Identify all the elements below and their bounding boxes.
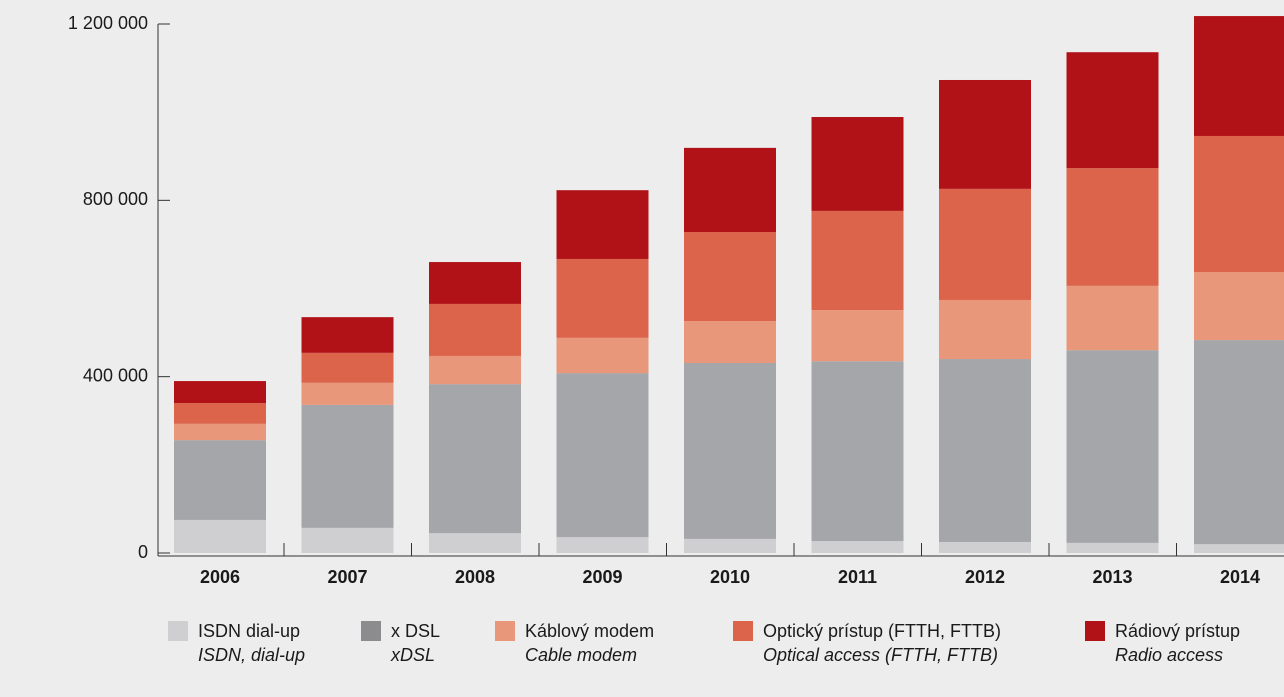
bar-segment	[174, 403, 266, 424]
legend-label: Rádiový prístup	[1115, 621, 1240, 641]
bar-segment	[174, 381, 266, 404]
legend-swatch	[733, 621, 753, 641]
legend-label-en: Optical access (FTTH, FTTB)	[763, 645, 998, 665]
bar-segment	[174, 440, 266, 520]
bar-segment	[1194, 135, 1284, 273]
bar-segment	[556, 190, 649, 259]
bar-segment	[1194, 272, 1284, 341]
bar-segment	[811, 117, 904, 211]
x-tick-label: 2014	[1220, 567, 1260, 587]
bar-segment	[174, 519, 266, 553]
bar-segment	[811, 310, 904, 362]
bar-segment	[939, 359, 1031, 542]
bar-segment	[1194, 16, 1284, 136]
bar-segment	[684, 321, 776, 364]
legend-label-en: ISDN, dial-up	[198, 645, 305, 665]
bar-segment	[811, 210, 904, 311]
bar-segment	[811, 361, 904, 542]
bar-segment	[811, 541, 904, 553]
legend-swatch	[168, 621, 188, 641]
legend-label-en: Radio access	[1115, 645, 1223, 665]
bar-segment	[684, 147, 776, 233]
x-tick-label: 2012	[965, 567, 1005, 587]
x-tick-label: 2011	[838, 567, 877, 587]
legend-label: x DSL	[391, 621, 440, 641]
bar-segment	[1194, 544, 1284, 553]
y-tick-label: 800 000	[83, 189, 148, 209]
bar-segment	[1066, 168, 1159, 286]
legend-swatch	[495, 621, 515, 641]
bar-segment	[939, 299, 1031, 360]
bar-segment	[429, 262, 521, 304]
bar-segment	[556, 373, 649, 538]
legend-label-en: xDSL	[390, 645, 435, 665]
bar-segment	[684, 363, 776, 539]
x-tick-label: 2013	[1092, 567, 1132, 587]
bar-segment	[301, 382, 394, 405]
bar-segment	[939, 541, 1031, 553]
bar-segment	[1194, 340, 1284, 545]
x-tick-label: 2008	[455, 567, 495, 587]
bar-segment	[1066, 542, 1159, 553]
x-tick-label: 2007	[327, 567, 367, 587]
bar-segment	[301, 352, 394, 383]
legend-label: ISDN dial-up	[198, 621, 300, 641]
bar-segment	[684, 232, 776, 322]
y-tick-label: 400 000	[83, 365, 148, 385]
bar-segment	[429, 355, 521, 385]
x-tick-label: 2010	[710, 567, 750, 587]
y-tick-label: 1 200 000	[68, 13, 148, 33]
bar-segment	[939, 188, 1031, 300]
bar-segment	[1066, 52, 1159, 169]
bar-segment	[301, 317, 394, 353]
legend-swatch	[361, 621, 381, 641]
bar-segment	[174, 423, 266, 441]
legend-swatch	[1085, 621, 1105, 641]
legend-label: Káblový modem	[525, 621, 654, 641]
bar-segment	[1066, 350, 1159, 543]
legend-label: Optický prístup (FTTH, FTTB)	[763, 621, 1001, 641]
bar-segment	[939, 79, 1031, 189]
bar-segment	[556, 258, 649, 338]
bar-segment	[684, 538, 776, 553]
bar-segment	[1066, 285, 1159, 351]
bar-segment	[556, 537, 649, 553]
x-tick-label: 2006	[200, 567, 240, 587]
bar-segment	[429, 303, 521, 356]
y-tick-label: 0	[138, 542, 148, 562]
legend-label-en: Cable modem	[525, 645, 637, 665]
bar-segment	[301, 404, 394, 528]
x-tick-label: 2009	[582, 567, 622, 587]
bar-segment	[429, 533, 521, 553]
bar-segment	[429, 384, 521, 534]
bar-segment	[556, 337, 649, 374]
bar-segment	[301, 527, 394, 553]
